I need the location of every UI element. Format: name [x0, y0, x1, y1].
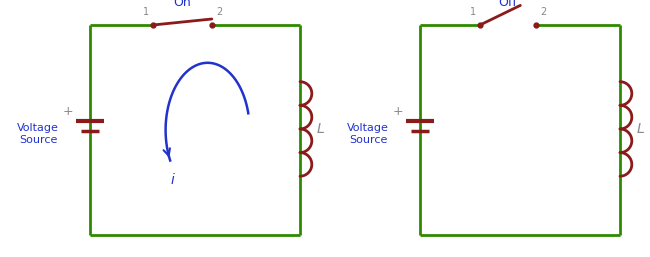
Text: 1: 1: [470, 7, 476, 17]
Text: 1: 1: [143, 7, 149, 17]
Text: 2: 2: [216, 7, 222, 17]
Text: 2: 2: [540, 7, 546, 17]
Text: Off: Off: [499, 0, 517, 9]
Text: Voltage
Source: Voltage Source: [17, 123, 59, 145]
Text: i: i: [170, 173, 174, 187]
Text: +: +: [393, 105, 403, 118]
Text: +: +: [62, 105, 73, 118]
Text: L: L: [637, 122, 645, 136]
Text: L: L: [317, 122, 324, 136]
Text: Voltage
Source: Voltage Source: [347, 123, 389, 145]
Text: On: On: [174, 0, 191, 9]
